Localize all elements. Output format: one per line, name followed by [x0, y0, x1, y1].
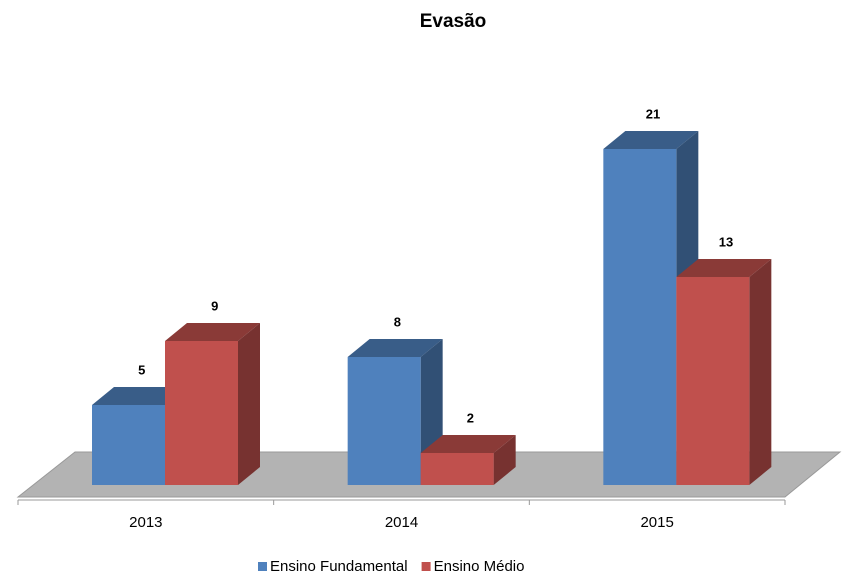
- bar-side: [749, 259, 772, 485]
- bar-side: [493, 435, 516, 485]
- bar-top: [92, 387, 187, 405]
- bar-top: [676, 259, 772, 277]
- legend-label: Ensino Fundamental: [270, 558, 408, 575]
- bar: [420, 453, 494, 485]
- value-label: 13: [719, 234, 733, 249]
- value-label: 8: [394, 314, 401, 329]
- bar: [676, 277, 750, 485]
- x-tick-label: 2015: [640, 514, 673, 531]
- x-tick-label: 2013: [129, 514, 162, 531]
- bar-top: [347, 339, 443, 357]
- bar-top: [165, 323, 260, 341]
- value-label: 21: [646, 106, 660, 121]
- legend-swatch: [258, 562, 267, 571]
- bar: [92, 405, 165, 485]
- bar-side: [238, 323, 260, 485]
- bar: [603, 149, 677, 485]
- bar-top: [420, 435, 516, 453]
- bar-top: [603, 131, 699, 149]
- bar: [347, 357, 421, 485]
- x-tick-label: 2014: [385, 514, 418, 531]
- value-label: 9: [211, 298, 218, 313]
- legend-label: Ensino Médio: [434, 558, 525, 575]
- value-label: 5: [138, 362, 145, 377]
- bar: [165, 341, 238, 485]
- chart-title: Evasão: [420, 11, 487, 32]
- legend-swatch: [421, 562, 431, 571]
- value-label: 2: [467, 410, 474, 425]
